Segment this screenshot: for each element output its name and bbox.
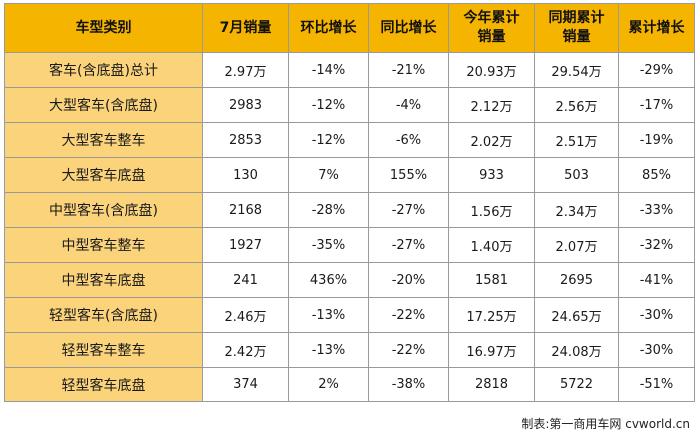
table-row-label: 大型客车(含底盘) xyxy=(4,87,203,123)
table-header-row: 车型类别 7月销量 环比增长 同比增长 今年累计销量 同期累计销量 累计增长 xyxy=(4,3,695,53)
table-cell: 24.08万 xyxy=(534,332,619,368)
table-cell: -27% xyxy=(368,192,449,228)
sales-table: 车型类别 7月销量 环比增长 同比增长 今年累计销量 同期累计销量 累计增长 客… xyxy=(4,3,695,402)
table-row-label: 大型客车底盘 xyxy=(4,157,203,193)
header-yoy-growth: 同比增长 xyxy=(368,3,449,53)
table-cell: 2.46万 xyxy=(202,297,289,333)
table-row: 大型客车底盘 130 7% 155% 933 503 85% xyxy=(4,157,695,193)
table-cell: -38% xyxy=(368,367,449,402)
table-row: 大型客车整车 2853 -12% -6% 2.02万 2.51万 -19% xyxy=(4,122,695,158)
table-cell: 2983 xyxy=(202,87,289,123)
table-row: 客车(含底盘)总计 2.97万 -14% -21% 20.93万 29.54万 -29% xyxy=(4,52,695,88)
table-cell: -35% xyxy=(288,227,369,263)
table-row: 中型客车整车 1927 -35% -27% 1.40万 2.07万 -32% xyxy=(4,227,695,263)
table-cell: -14% xyxy=(288,52,369,88)
table-row: 轻型客车底盘 374 2% -38% 2818 5722 -51% xyxy=(4,367,695,402)
table-cell: 933 xyxy=(448,157,535,193)
header-ytd-sales: 今年累计销量 xyxy=(448,3,535,53)
table-credit: 制表:第一商用车网 cvworld.cn xyxy=(521,417,690,431)
header-july-sales: 7月销量 xyxy=(202,3,289,53)
table-cell: 2.34万 xyxy=(534,192,619,228)
table-cell: 5722 xyxy=(534,367,619,402)
table-cell: 2.02万 xyxy=(448,122,535,158)
table-cell: 436% xyxy=(288,262,369,298)
table-row: 轻型客车(含底盘) 2.46万 -13% -22% 17.25万 24.65万 -30% xyxy=(4,297,695,333)
table-cell: 29.54万 xyxy=(534,52,619,88)
table-cell: -22% xyxy=(368,332,449,368)
table-cell: -21% xyxy=(368,52,449,88)
table-cell: 16.97万 xyxy=(448,332,535,368)
table-cell: -29% xyxy=(618,52,695,88)
table-cell: 503 xyxy=(534,157,619,193)
table-row: 中型客车(含底盘) 2168 -28% -27% 1.56万 2.34万 -33% xyxy=(4,192,695,228)
table-cell: -30% xyxy=(618,297,695,333)
table-row-label: 客车(含底盘)总计 xyxy=(4,52,203,88)
table-cell: 17.25万 xyxy=(448,297,535,333)
table-cell: 130 xyxy=(202,157,289,193)
table-row-label: 轻型客车底盘 xyxy=(4,367,203,402)
table-cell: -20% xyxy=(368,262,449,298)
table-cell: -28% xyxy=(288,192,369,228)
table-cell: 2.56万 xyxy=(534,87,619,123)
table-cell: 2695 xyxy=(534,262,619,298)
table-cell: -6% xyxy=(368,122,449,158)
table-cell: 85% xyxy=(618,157,695,193)
table-cell: -22% xyxy=(368,297,449,333)
table-cell: 24.65万 xyxy=(534,297,619,333)
table-cell: 2818 xyxy=(448,367,535,402)
header-mom-growth: 环比增长 xyxy=(288,3,369,53)
table-row: 轻型客车整车 2.42万 -13% -22% 16.97万 24.08万 -30% xyxy=(4,332,695,368)
table-cell: 2.07万 xyxy=(534,227,619,263)
table-cell: 2% xyxy=(288,367,369,402)
table-cell: -41% xyxy=(618,262,695,298)
table-cell: 1581 xyxy=(448,262,535,298)
table-cell: 20.93万 xyxy=(448,52,535,88)
table-cell: -13% xyxy=(288,297,369,333)
table-cell: -19% xyxy=(618,122,695,158)
table-cell: 2853 xyxy=(202,122,289,158)
table-cell: -13% xyxy=(288,332,369,368)
table-cell: 374 xyxy=(202,367,289,402)
table-cell: 1927 xyxy=(202,227,289,263)
table-cell: 2.12万 xyxy=(448,87,535,123)
table-cell: -30% xyxy=(618,332,695,368)
table-cell: 2.97万 xyxy=(202,52,289,88)
table-cell: -32% xyxy=(618,227,695,263)
table-row-label: 大型客车整车 xyxy=(4,122,203,158)
table-cell: -17% xyxy=(618,87,695,123)
table-row-label: 轻型客车整车 xyxy=(4,332,203,368)
table-row: 中型客车底盘 241 436% -20% 1581 2695 -41% xyxy=(4,262,695,298)
table-cell: -51% xyxy=(618,367,695,402)
header-prior-ytd-sales: 同期累计销量 xyxy=(534,3,619,53)
table-cell: 7% xyxy=(288,157,369,193)
table-row: 大型客车(含底盘) 2983 -12% -4% 2.12万 2.56万 -17% xyxy=(4,87,695,123)
table-cell: -12% xyxy=(288,87,369,123)
table-cell: -27% xyxy=(368,227,449,263)
table-cell: 2.51万 xyxy=(534,122,619,158)
table-row-label: 中型客车底盘 xyxy=(4,262,203,298)
table-cell: -12% xyxy=(288,122,369,158)
table-cell: -33% xyxy=(618,192,695,228)
table-cell: 155% xyxy=(368,157,449,193)
table-row-label: 中型客车整车 xyxy=(4,227,203,263)
table-cell: -4% xyxy=(368,87,449,123)
table-cell: 2168 xyxy=(202,192,289,228)
table-cell: 1.40万 xyxy=(448,227,535,263)
table-row-label: 轻型客车(含底盘) xyxy=(4,297,203,333)
table-cell: 1.56万 xyxy=(448,192,535,228)
header-ytd-growth: 累计增长 xyxy=(618,3,695,53)
table-row-label: 中型客车(含底盘) xyxy=(4,192,203,228)
table-cell: 241 xyxy=(202,262,289,298)
header-vehicle-type: 车型类别 xyxy=(4,3,203,53)
table-cell: 2.42万 xyxy=(202,332,289,368)
